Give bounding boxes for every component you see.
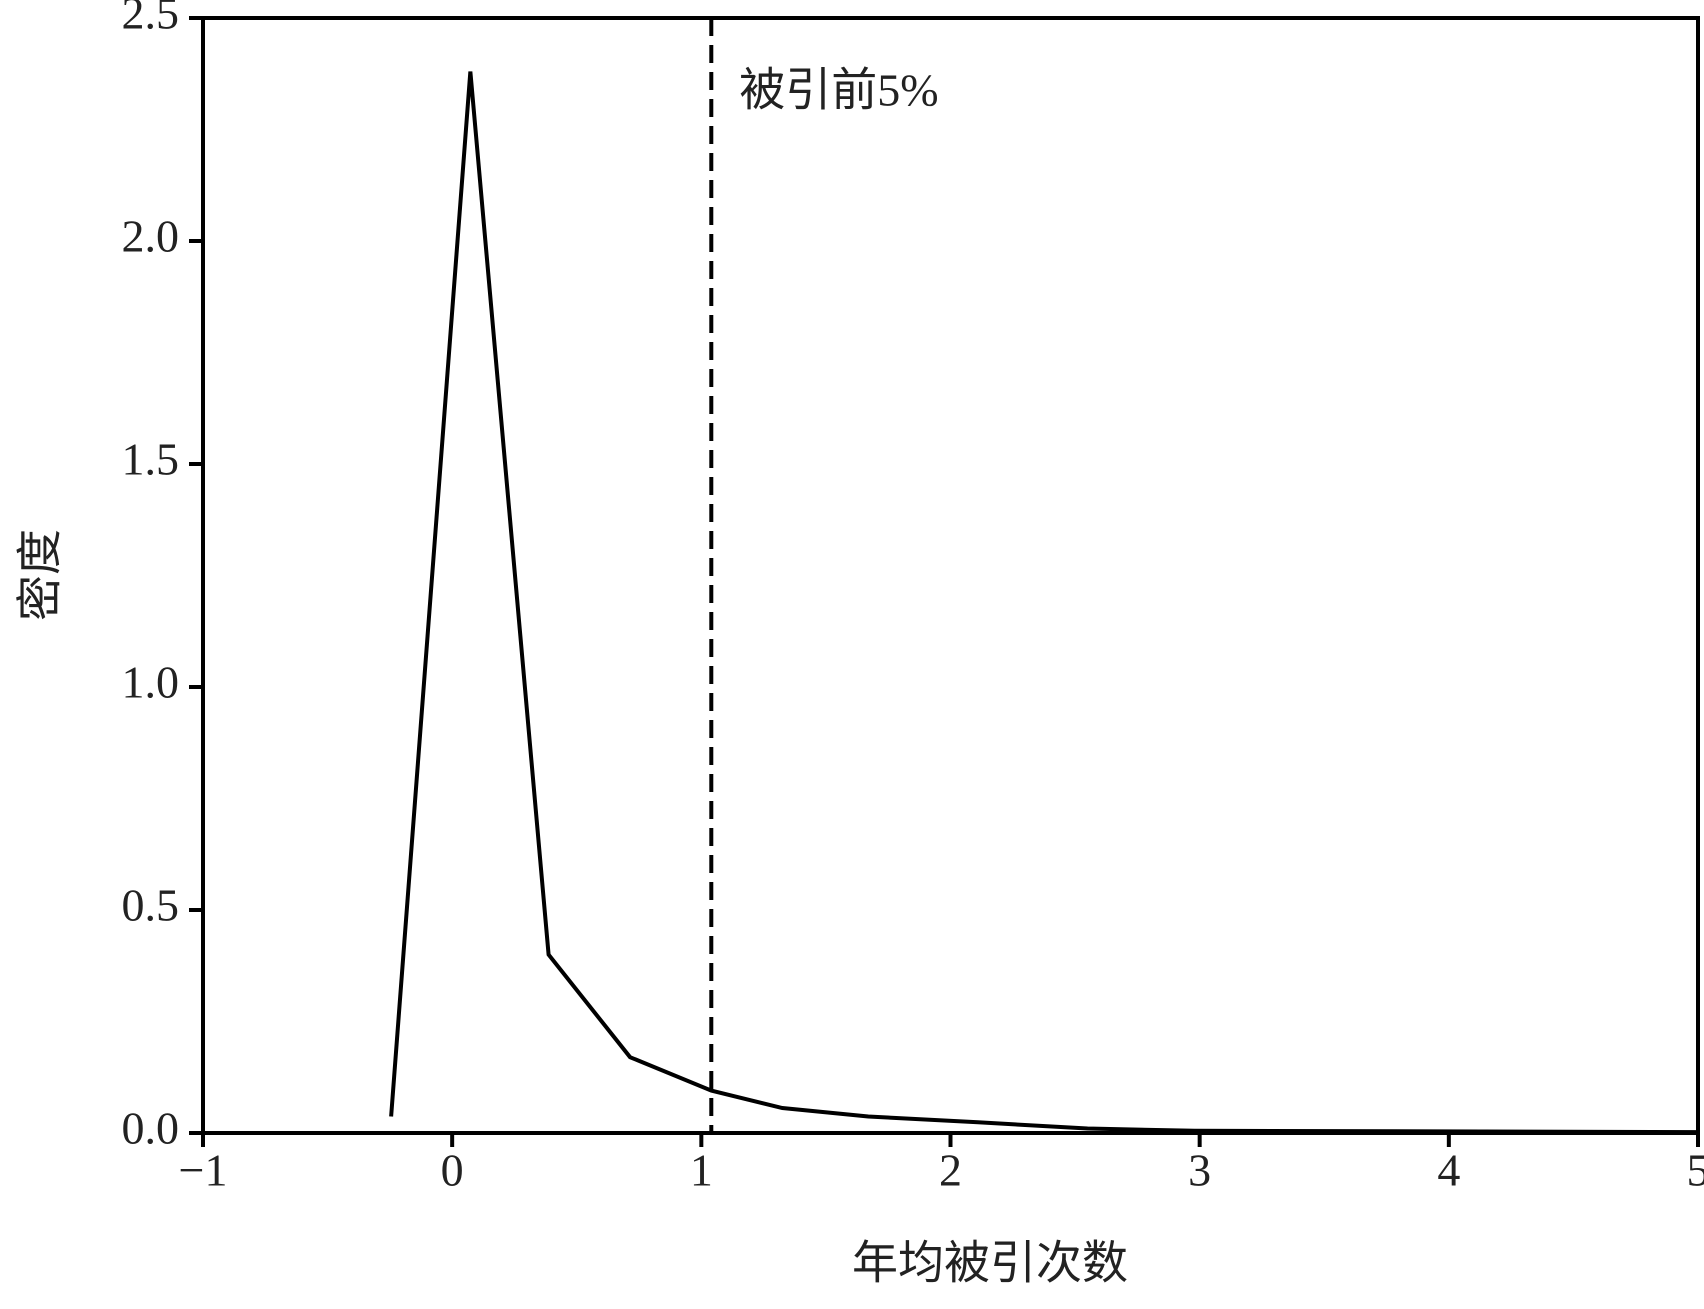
x-tick-label: −1 [179, 1145, 228, 1196]
x-tick-label: 4 [1437, 1145, 1460, 1196]
density-line [389, 71, 1699, 1135]
y-tick-label: 0.0 [122, 1103, 180, 1154]
y-tick-label: 2.5 [122, 0, 180, 39]
y-tick-label: 2.0 [122, 211, 180, 262]
x-tick-label: 2 [939, 1145, 962, 1196]
x-tick-label: 1 [690, 1145, 713, 1196]
x-tick-label: 0 [441, 1145, 464, 1196]
y-tick-label: 1.5 [122, 434, 180, 485]
plot-frame [201, 16, 1700, 1135]
y-tick-label: 0.5 [122, 880, 180, 931]
reference-label: 被引前5% [739, 65, 938, 116]
y-axis-label: 密度 [15, 529, 66, 621]
x-tick-label: 5 [1687, 1145, 1704, 1196]
y-tick-label: 1.0 [122, 657, 180, 708]
x-tick-label: 3 [1188, 1145, 1211, 1196]
x-axis-label: 年均被引次数 [852, 1238, 1128, 1289]
